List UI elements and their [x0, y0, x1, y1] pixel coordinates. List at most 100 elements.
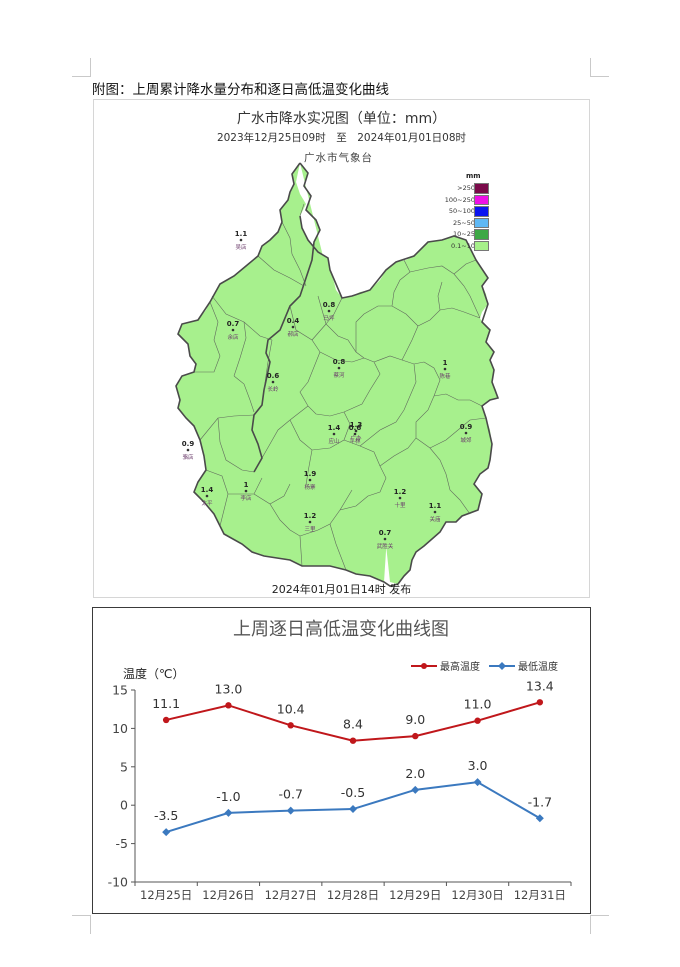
station-marker: 1 李店 — [240, 481, 252, 502]
data-label: 13.4 — [526, 678, 554, 693]
station-marker: 0.7 余店 — [227, 320, 240, 341]
y-tick-label: 15 — [112, 683, 128, 698]
station-marker: 0.6 长岭 — [267, 372, 280, 393]
station-marker: 0.8 马坪 — [323, 301, 336, 322]
legend-label: 最低温度 — [518, 660, 558, 673]
data-point — [474, 717, 481, 724]
station-dot — [327, 309, 331, 313]
data-label: 13.0 — [215, 681, 243, 696]
y-tick-label: 10 — [112, 721, 128, 736]
station-dot — [231, 328, 235, 332]
data-point — [412, 732, 419, 740]
station-dot — [443, 367, 447, 371]
station-dot — [291, 325, 295, 329]
data-label: 11.0 — [464, 697, 492, 712]
station-marker: 1.9 杨寨 — [304, 470, 317, 491]
figure-caption: 附图：上周累计降水量分布和逐日高低温变化曲线 — [92, 82, 389, 98]
data-label: 2.0 — [405, 766, 425, 781]
y-tick-label: 5 — [120, 759, 128, 774]
station-value: 1 — [443, 359, 448, 367]
data-point — [536, 699, 544, 706]
station-dot — [205, 494, 209, 498]
station-marker: 0.8 蔡河 — [333, 358, 346, 379]
legend-row: 100~250 — [437, 194, 497, 207]
station-dot — [354, 429, 358, 433]
station-dot — [308, 478, 312, 482]
data-point — [162, 828, 171, 837]
station-value: 0.8 — [323, 301, 336, 309]
station-marker: 1.3 广办 — [350, 421, 363, 442]
data-label: 9.0 — [405, 712, 425, 727]
legend-marker — [421, 663, 427, 669]
x-tick-label: 12月26日 — [202, 888, 254, 902]
data-label: -1.7 — [528, 794, 552, 809]
data-label: 11.1 — [152, 696, 180, 711]
y-axis-label: 温度（℃） — [123, 666, 184, 681]
x-tick-label: 12月29日 — [389, 888, 441, 902]
station-name: 十里 — [394, 501, 406, 509]
station-marker: 0.9 城郊 — [460, 423, 473, 444]
data-label: 8.4 — [343, 717, 363, 732]
chart-title: 上周逐日高低温变化曲线图 — [233, 619, 449, 640]
data-label: -3.5 — [154, 808, 178, 823]
data-point — [349, 737, 357, 744]
station-value: 1.2 — [394, 488, 407, 496]
legend-label: 100~250 — [444, 195, 475, 204]
township-boundaries — [194, 203, 487, 571]
station-value: 0.9 — [460, 423, 473, 431]
legend-marker — [498, 662, 506, 670]
legend-label: >250 — [457, 184, 475, 192]
data-point — [349, 805, 357, 814]
station-marker: 1.1 关庙 — [429, 502, 442, 523]
station-marker: 1.4 应山 — [328, 424, 341, 445]
station-marker: 1 陈巷 — [439, 359, 451, 380]
legend-swatch — [474, 229, 489, 240]
data-label: -1.0 — [216, 789, 240, 804]
legend-row: 0.1~10 — [437, 240, 497, 253]
station-name: 骆店 — [182, 453, 194, 461]
legend-row: 50~100 — [437, 206, 497, 218]
legend-swatch — [474, 240, 489, 251]
precipitation-map-panel: 1.1 吴店 0.7 余店 0.4 郝店 0.8 马坪 0.8 蔡河 0.6 长岭 1 陈巷 0.6 平林 1.… — [93, 99, 590, 598]
station-value: 1.1 — [429, 502, 442, 510]
map-publish-time: 2024年01月01日14时 发布 — [271, 583, 412, 596]
station-value: 1.3 — [350, 421, 363, 429]
station-value: 0.6 — [349, 424, 362, 432]
station-name: 蔡河 — [333, 371, 345, 379]
station-value: 0.8 — [333, 358, 346, 366]
station-marker: 0.7 武胜关 — [377, 529, 394, 550]
station-marker: 0.9 骆店 — [182, 440, 195, 461]
crop-mark-bottom-left — [72, 915, 91, 934]
legend-label: 50~100 — [448, 207, 475, 215]
data-point — [224, 808, 233, 817]
data-label: -0.5 — [341, 785, 365, 800]
data-point — [162, 716, 170, 724]
x-tick-label: 12月30日 — [451, 888, 503, 902]
legend-label: 10~25 — [453, 230, 475, 238]
station-dot — [383, 537, 387, 541]
temperature-chart-panel: 上周逐日高低温变化曲线图 温度（℃） -10 -5 0 5 10 15 12月25日 12月26日… — [92, 607, 591, 914]
data-point — [535, 814, 544, 823]
crop-mark-top-right — [590, 58, 609, 77]
crop-mark-bottom-right — [590, 915, 609, 934]
y-tick-label: -10 — [108, 875, 128, 890]
station-marker: 1.2 十里 — [394, 488, 407, 509]
legend-unit: mm — [466, 172, 481, 180]
station-dot — [433, 510, 437, 514]
map-title: 广水市降水实况图（单位：mm） — [236, 111, 447, 127]
station-name: 吴店 — [235, 243, 247, 251]
station-markers: 1.1吴店0.7余店0.4郝店0.8马坪0.8蔡河0.6长岭1陈巷0.6平林1.… — [182, 230, 473, 550]
legend-row: >250 — [437, 183, 497, 195]
county-outline — [176, 163, 498, 584]
station-dot — [353, 432, 357, 436]
y-tick-label: -5 — [116, 836, 128, 851]
station-dot — [337, 366, 341, 370]
station-name: 三里 — [304, 526, 316, 533]
station-value: 1 — [244, 481, 249, 489]
legend-swatch — [474, 217, 489, 228]
station-dot — [271, 380, 275, 384]
x-tick-label: 12月31日 — [514, 888, 566, 902]
station-name: 广办 — [350, 434, 362, 442]
station-dot — [239, 238, 243, 242]
